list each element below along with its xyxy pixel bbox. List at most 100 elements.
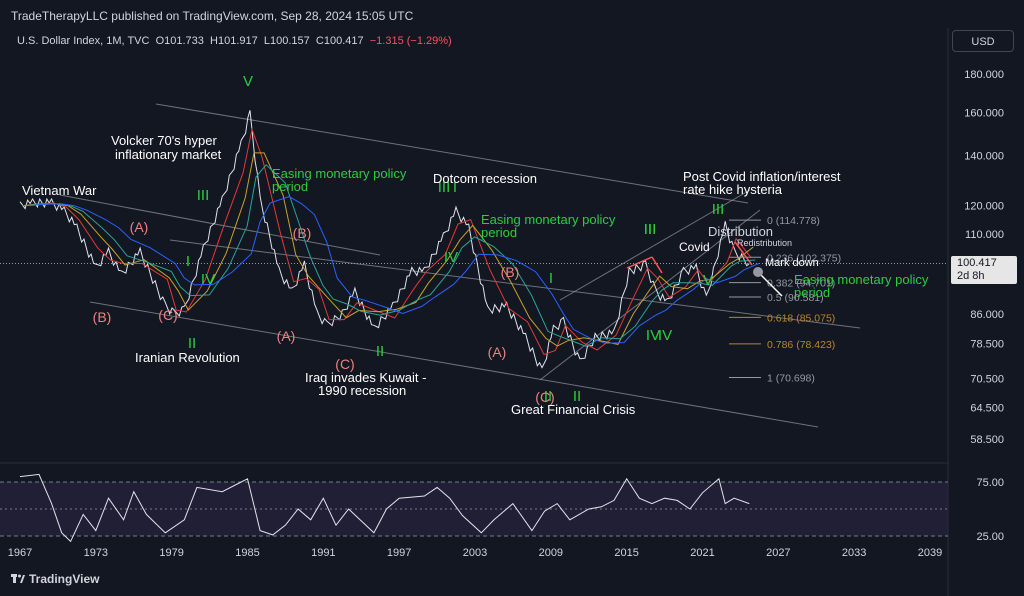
time-tick-label: 1973: [84, 547, 108, 559]
easing-label: Easing monetary policy: [794, 272, 929, 287]
event-label: Vietnam War: [22, 183, 97, 198]
rsi-tick-label: 75.00: [976, 477, 1004, 489]
wave-label-green: III: [197, 187, 210, 204]
wave-label-green: IV: [444, 249, 458, 266]
wave-label-green: II: [544, 388, 552, 405]
price-tick-label: 58.500: [970, 434, 1004, 446]
event-label: Great Financial Crisis: [511, 402, 636, 417]
event-label: rate hike hysteria: [683, 182, 783, 197]
wave-label-green: V: [243, 73, 253, 90]
high-label: H: [210, 35, 218, 47]
last-price-tag: 100.417 2d 8h: [951, 256, 1017, 284]
event-label: Redistribution: [737, 238, 792, 248]
wave-label-red: (C): [535, 389, 554, 405]
fib-level-label: 1 (70.698): [767, 372, 815, 384]
event-label: Covid: [679, 240, 710, 254]
rsi-tick-label: 25.00: [976, 531, 1004, 543]
annotation-arrow: [626, 256, 653, 269]
event-label: Mark down: [765, 257, 819, 269]
time-tick-label: 1985: [235, 547, 259, 559]
price-tick-label: 64.500: [970, 402, 1004, 414]
annotation-arrow: [651, 256, 663, 274]
price-tick-label: 110.000: [965, 229, 1004, 241]
fib-level-label: 0 (114.778): [767, 215, 820, 227]
easing-label: Easing monetary policy: [272, 166, 407, 181]
last-price-value: 100.417: [957, 257, 997, 269]
time-tick-label: 2027: [766, 547, 790, 559]
symbol-name: U.S. Dollar Index, 1M, TVC: [17, 35, 150, 47]
time-tick-label: 1979: [159, 547, 183, 559]
trend-line: [169, 239, 861, 329]
moving-average-red: [21, 127, 752, 356]
low-value: 100.157: [270, 35, 310, 47]
trend-line: [155, 103, 749, 204]
wave-label-green: III: [644, 221, 657, 238]
wave-label-green: IV: [201, 271, 215, 288]
wave-label-green: I: [453, 179, 457, 196]
easing-label: period: [272, 179, 308, 194]
symbol-legend[interactable]: U.S. Dollar Index, 1M, TVC O101.733 H101…: [17, 35, 452, 47]
wave-label-green: III: [438, 179, 451, 196]
time-tick-label: 2021: [690, 547, 714, 559]
event-label: 1990 recession: [318, 383, 406, 398]
event-label: Iranian Revolution: [135, 350, 240, 365]
price-tick-label: 140.000: [964, 151, 1004, 163]
time-tick-label: 2009: [539, 547, 563, 559]
wave-label-red: (B): [93, 309, 112, 325]
low-label: L: [263, 35, 270, 47]
event-label: inflationary market: [115, 147, 222, 162]
time-tick-label: 1991: [311, 547, 335, 559]
wave-label-red: (A): [277, 328, 296, 344]
wave-label-green: I: [186, 253, 190, 270]
wave-label-red: (B): [501, 264, 520, 280]
wave-label-green: II: [573, 388, 581, 405]
time-tick-label: 1997: [387, 547, 411, 559]
publisher-line: TradeTherapyLLC published on TradingView…: [11, 9, 414, 23]
last-price-countdown: 2d 8h: [957, 270, 985, 282]
wave-label-green: II: [188, 335, 196, 352]
time-tick-label: 2003: [463, 547, 487, 559]
close-label: C: [315, 35, 324, 47]
easing-label: period: [794, 285, 830, 300]
trend-line: [539, 209, 761, 381]
trend-line: [59, 194, 381, 256]
time-tick-label: 1967: [8, 547, 32, 559]
wave-label-red: (A): [130, 219, 149, 235]
tradingview-logo[interactable]: TradingView: [11, 572, 99, 586]
wave-label-red: (B): [293, 225, 312, 241]
annotation-arrow: [734, 241, 753, 266]
price-tick-label: 86.000: [970, 309, 1004, 321]
tradingview-brand: TradingView: [29, 572, 100, 586]
event-label: Post Covid inflation/interest: [683, 169, 841, 184]
trend-line: [559, 189, 751, 301]
wave-label-red: (A): [488, 344, 507, 360]
trend-line: [89, 301, 819, 428]
wave-label-green: II: [376, 343, 384, 360]
tradingview-logo-icon: [11, 572, 25, 583]
price-tick-label: 160.000: [964, 107, 1004, 119]
wave-label-green: I: [549, 270, 553, 287]
change-value: −1.315 (−1.29%): [369, 35, 452, 47]
price-tick-label: 70.500: [970, 373, 1004, 385]
wave-label-green: III: [644, 221, 657, 238]
easing-label: period: [481, 225, 517, 240]
moving-average-green: [25, 164, 756, 347]
time-tick-label: 2033: [842, 547, 866, 559]
chart-header: TradeTherapyLLC published on TradingView…: [0, 0, 1024, 28]
wave-label-green: IV: [646, 327, 660, 344]
open-label: O: [155, 35, 165, 47]
fib-level-label: 0.382 (94.701): [767, 278, 835, 290]
fib-level-label: 0.236 (102.375): [767, 252, 841, 264]
moving-average-yellow: [23, 152, 754, 347]
currency-button[interactable]: USD: [952, 30, 1014, 52]
wave-label-green: IV: [658, 327, 672, 344]
time-tick-label: 2015: [614, 547, 638, 559]
price-tick-label: 78.500: [970, 338, 1004, 350]
event-label: Volcker 70's hyper: [111, 133, 217, 148]
price-tick-label: 120.000: [964, 201, 1004, 213]
wave-label-red: (C): [158, 307, 177, 323]
price-tick-label: 180.000: [964, 69, 1004, 81]
rsi-line: [19, 473, 750, 543]
wave-label-green: III: [712, 201, 725, 218]
